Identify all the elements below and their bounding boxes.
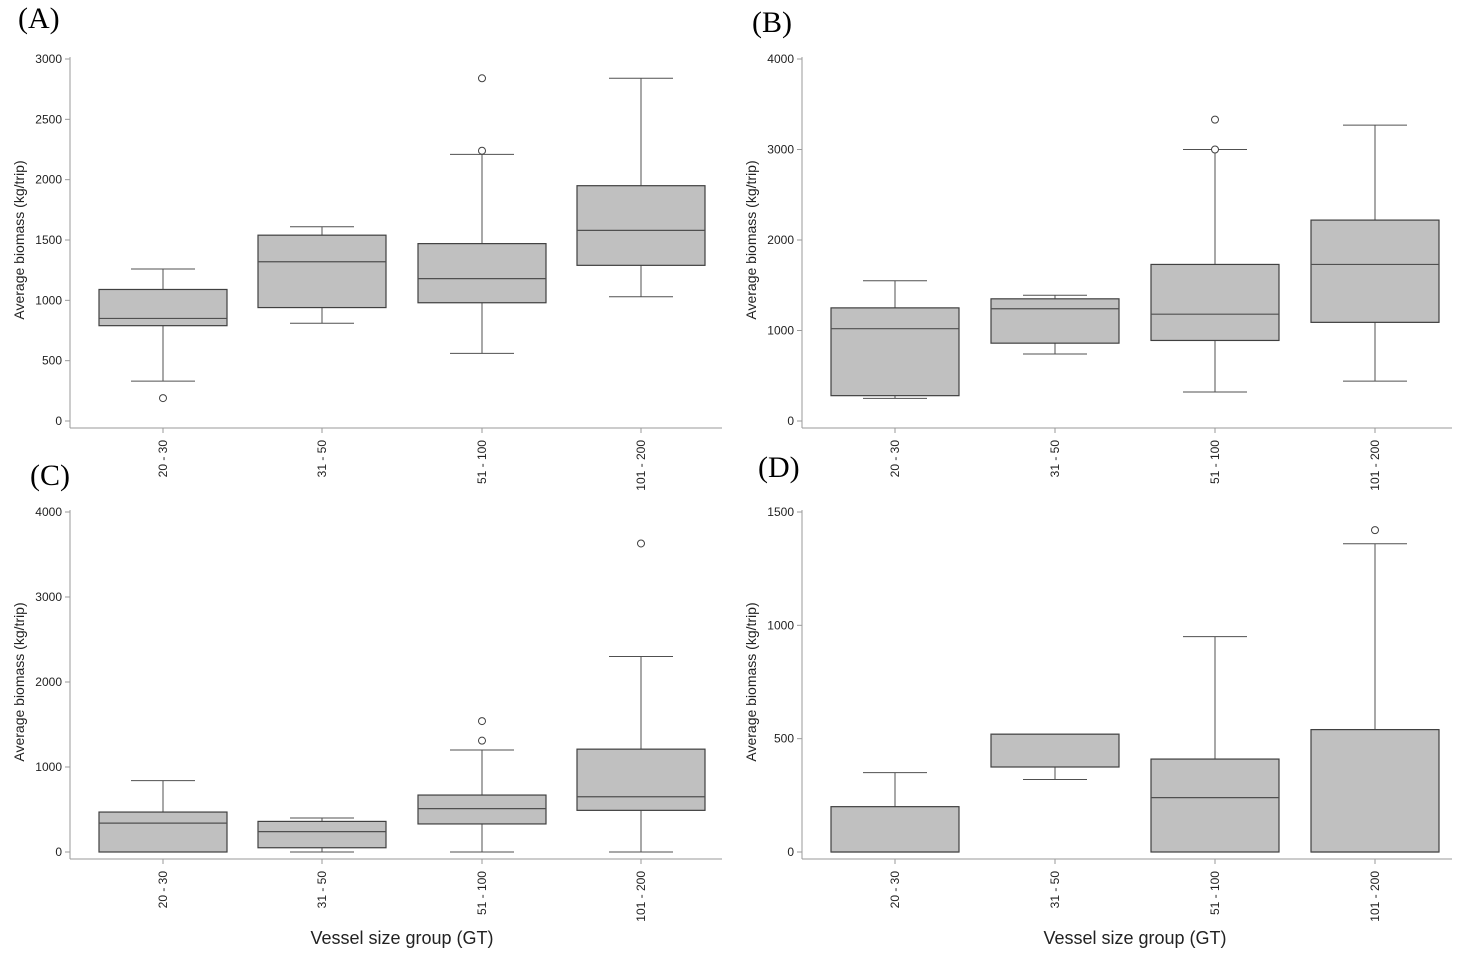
y-tick-label: 0 [55, 414, 62, 428]
panel-c: (C) 0 1000 2000 3000 4000 Average biomass (kg/… [11, 459, 722, 922]
box-group [257, 226, 387, 324]
panel-letter: (A) [18, 2, 60, 35]
outlier-point [159, 394, 167, 403]
outlier-point [1211, 115, 1219, 124]
box-group [1310, 124, 1440, 382]
y-tick-label: 3000 [35, 52, 62, 66]
y-axis-title: Average biomass (kg/trip) [743, 602, 759, 761]
panel-a: (A) 0 500 1000 1500 2000 2500 3000 Average bioma… [11, 2, 722, 491]
y-tick-label: 1500 [35, 233, 62, 247]
box-group [990, 294, 1120, 355]
x-tick-label: 101 - 200 [1368, 440, 1382, 491]
box-group [1150, 636, 1280, 853]
iqr-box [417, 243, 547, 304]
panel-d: (D) 0 500 1000 1500 Average biomass (kg/trip)… [743, 451, 1452, 922]
y-tick-label: 0 [787, 414, 794, 428]
box-group [990, 733, 1120, 780]
iqr-box [257, 820, 387, 849]
outlier-point [478, 146, 486, 155]
y-tick-label: 2000 [767, 233, 794, 247]
y-tick-label: 3000 [35, 590, 62, 604]
outlier-point [637, 539, 645, 548]
x-axis-title-left: Vessel size group (GT) [310, 928, 493, 948]
y-tick-label: 2000 [35, 173, 62, 187]
y-tick-label: 500 [774, 732, 794, 746]
iqr-box [417, 794, 547, 825]
panel-letter: (D) [758, 451, 800, 484]
y-tick-label: 3000 [767, 143, 794, 157]
x-tick-label: 20 - 30 [888, 440, 902, 478]
box-group [257, 817, 387, 853]
y-axis-title: Average biomass (kg/trip) [11, 160, 27, 319]
y-tick-label: 1000 [35, 293, 62, 307]
outlier-point [1211, 145, 1219, 154]
y-axis-title: Average biomass (kg/trip) [743, 160, 759, 319]
iqr-box [1310, 728, 1440, 853]
box-group [830, 772, 960, 853]
iqr-box [830, 307, 960, 397]
y-tick-label: 0 [55, 845, 62, 859]
iqr-box [98, 288, 228, 327]
iqr-box [257, 234, 387, 309]
x-tick-label: 51 - 100 [1208, 871, 1222, 915]
box-group [576, 77, 706, 298]
panel-letter: (B) [752, 6, 792, 39]
x-tick-label: 51 - 100 [475, 871, 489, 915]
y-tick-label: 1000 [767, 618, 794, 632]
iqr-box [990, 733, 1120, 768]
y-tick-label: 1000 [35, 760, 62, 774]
iqr-box [576, 748, 706, 811]
box-group [830, 280, 960, 399]
box-group [1150, 115, 1280, 393]
iqr-box [576, 185, 706, 266]
y-tick-label: 4000 [767, 52, 794, 66]
x-axis-title-right: Vessel size group (GT) [1043, 928, 1226, 948]
x-tick-label: 20 - 30 [156, 871, 170, 909]
x-tick-label: 20 - 30 [156, 440, 170, 478]
y-tick-label: 2500 [35, 112, 62, 126]
y-tick-label: 1500 [767, 505, 794, 519]
x-tick-label: 31 - 50 [1048, 871, 1062, 909]
x-tick-label: 51 - 100 [475, 440, 489, 484]
box-group [98, 268, 228, 403]
iqr-box [1310, 219, 1440, 323]
y-axis-title: Average biomass (kg/trip) [11, 602, 27, 761]
y-tick-label: 4000 [35, 505, 62, 519]
x-tick-label: 101 - 200 [634, 871, 648, 922]
x-tick-label: 31 - 50 [315, 440, 329, 478]
iqr-box [1150, 758, 1280, 853]
iqr-box [1150, 263, 1280, 342]
y-tick-label: 2000 [35, 675, 62, 689]
outlier-point [478, 717, 486, 726]
x-tick-label: 31 - 50 [1048, 440, 1062, 478]
iqr-box [830, 806, 960, 853]
y-tick-label: 0 [787, 845, 794, 859]
x-tick-label: 31 - 50 [315, 871, 329, 909]
box-group [417, 74, 547, 354]
iqr-box [990, 298, 1120, 344]
x-tick-label: 20 - 30 [888, 871, 902, 909]
panel-letter: (C) [30, 459, 70, 492]
outlier-point [1371, 526, 1379, 535]
box-group [417, 717, 547, 853]
outlier-point [478, 74, 486, 83]
x-tick-label: 101 - 200 [1368, 871, 1382, 922]
y-tick-label: 500 [42, 354, 62, 368]
box-group [98, 780, 228, 853]
x-tick-label: 101 - 200 [634, 440, 648, 491]
outlier-point [478, 736, 486, 745]
iqr-box [98, 811, 228, 853]
panel-b: (B) 0 1000 2000 3000 4000 Average biomass (kg/… [743, 6, 1452, 491]
box-group [1310, 526, 1440, 853]
x-tick-label: 51 - 100 [1208, 440, 1222, 484]
box-group [576, 539, 706, 853]
y-tick-label: 1000 [767, 324, 794, 338]
